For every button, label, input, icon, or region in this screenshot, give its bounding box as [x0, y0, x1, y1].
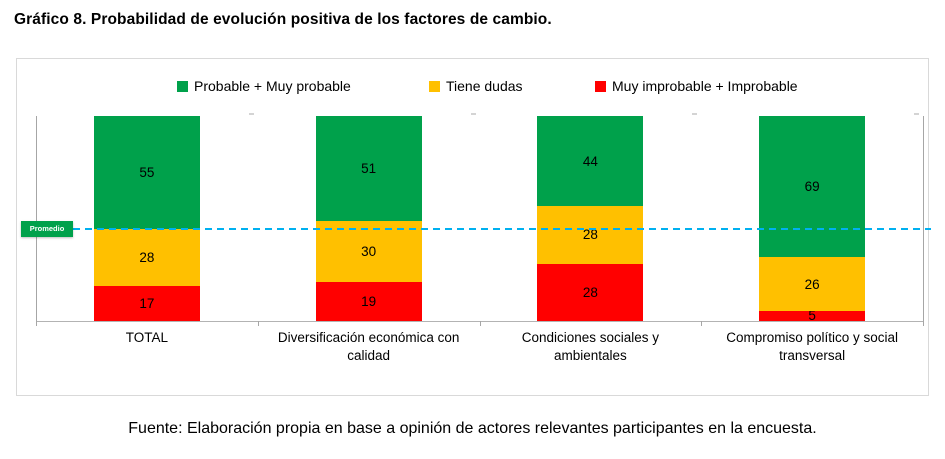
bar-value-label: 28 — [582, 284, 598, 300]
x-axis-tick — [480, 321, 481, 326]
bar-segment: 28 — [93, 228, 200, 287]
faint-top-mark — [471, 113, 476, 115]
category-label: Compromiso político y social transversal — [726, 330, 899, 363]
x-axis-tick — [701, 321, 702, 326]
bar-value-label: 51 — [361, 160, 377, 176]
bar-segment: 51 — [315, 116, 422, 221]
bar-value-label: 28 — [582, 227, 598, 243]
legend-swatch-icon — [177, 80, 188, 92]
bar-value-label: 55 — [139, 164, 155, 180]
chart-title: Gráfico 8. Probabilidad de evolución pos… — [14, 11, 552, 28]
x-axis-line — [36, 321, 923, 322]
faint-top-mark — [249, 113, 254, 115]
legend-label: Probable + Muy probable — [194, 78, 351, 94]
bar-value-label: 30 — [361, 243, 377, 259]
bar-segment: 5 — [759, 308, 866, 324]
bar-segment: 17 — [93, 286, 200, 321]
faint-top-mark — [914, 113, 919, 115]
bar-value-label: 26 — [804, 276, 820, 292]
bar-segment: 28 — [537, 263, 644, 321]
legend-label: Muy improbable + Improbable — [612, 78, 798, 94]
bar-segment: 69 — [759, 116, 866, 258]
x-axis-tick — [36, 321, 37, 326]
x-axis-tick — [923, 321, 924, 326]
bar-segment: 26 — [759, 257, 866, 311]
source-note: Fuente: Elaboración propia en base a opi… — [128, 420, 817, 437]
bar-value-label: 44 — [582, 153, 598, 169]
bar-segment: 30 — [315, 220, 422, 283]
bar-value-label: 69 — [804, 179, 820, 195]
legend-item: Probable + Muy probable — [177, 78, 351, 94]
x-axis-tick — [258, 321, 259, 326]
promedio-reference-line — [73, 227, 931, 230]
category-label: TOTAL — [125, 330, 168, 345]
bar-segment: 28 — [537, 206, 644, 264]
bar-segment: 44 — [537, 116, 644, 207]
legend-item: Tiene dudas — [429, 78, 523, 94]
plot-right-border — [923, 116, 924, 321]
faint-top-mark — [692, 113, 697, 115]
category-label: Diversificación económica con calidad — [277, 330, 460, 363]
legend-item: Muy improbable + Improbable — [595, 78, 798, 94]
bar-value-label: 5 — [808, 308, 816, 324]
bar-value-label: 17 — [139, 296, 155, 312]
category-label: Condiciones sociales y ambientales — [521, 330, 660, 363]
legend-label: Tiene dudas — [446, 78, 523, 94]
legend-swatch-icon — [595, 80, 606, 92]
legend-swatch-icon — [429, 80, 440, 92]
chart-figure: Probable + Muy probable Tiene dudas Muy im… — [16, 58, 931, 396]
bar-segment: 19 — [315, 282, 422, 321]
bar-value-label: 19 — [361, 294, 377, 310]
y-axis-line — [36, 116, 37, 321]
bar-value-label: 28 — [139, 249, 155, 265]
bar-segment: 55 — [93, 116, 200, 229]
promedio-label: Promedio — [21, 220, 73, 237]
